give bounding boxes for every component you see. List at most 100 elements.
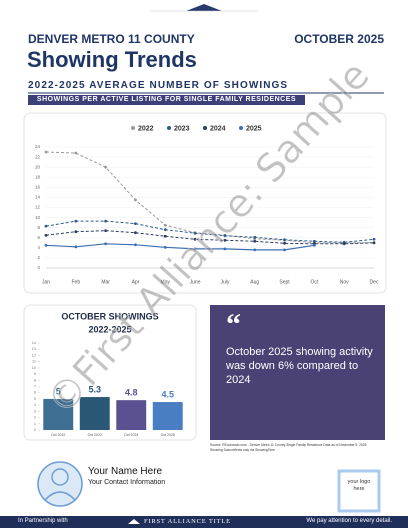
series-line <box>45 243 315 251</box>
quote-icon: “ <box>226 308 241 341</box>
y-tick-label: 24 <box>35 144 41 149</box>
agent-contact: Your Contact Information <box>88 479 166 486</box>
date: OCTOBER 2025 <box>294 32 384 46</box>
avatar <box>37 461 83 507</box>
legend-label: 2024 <box>210 125 226 132</box>
point <box>134 231 137 235</box>
y-tick-label: 5 <box>34 397 36 401</box>
point <box>163 223 167 227</box>
point <box>44 150 48 154</box>
banner <box>28 95 305 105</box>
x-tick-label: Apr <box>132 279 140 285</box>
y-tick-label: 20 <box>35 164 41 169</box>
footer-logo <box>128 519 140 524</box>
y-tick-label: 10 <box>35 215 41 220</box>
logo-placeholder: your logo here <box>347 479 371 492</box>
avatar-body <box>44 491 76 501</box>
region: DENVER METRO 11 COUNTY <box>28 32 195 46</box>
legend-swatch <box>167 126 171 130</box>
x-tick-label: Oct 2024 <box>124 433 138 437</box>
y-tick-label: 3 <box>34 409 36 413</box>
footer-partner: In Partnership with <box>18 518 68 524</box>
y-tick-label: 16 <box>35 185 41 190</box>
y-tick-label: 7 <box>34 385 36 389</box>
legend-swatch <box>239 126 243 130</box>
point <box>163 228 167 232</box>
point <box>223 234 227 238</box>
y-tick-label: 9 <box>34 372 36 376</box>
legend-swatch <box>131 126 135 130</box>
point <box>312 243 316 247</box>
x-tick-label: Sept <box>279 279 290 285</box>
bar-chart: OCTOBER SHOWINGS2022-2025012345678910111… <box>32 311 183 437</box>
y-tick-label: 8 <box>34 378 36 382</box>
point <box>283 248 286 252</box>
legend-label: 2025 <box>246 125 262 132</box>
x-tick-label: Dec <box>370 279 379 285</box>
point <box>312 239 316 243</box>
point <box>134 198 137 202</box>
point <box>193 237 197 241</box>
legend-label: 2023 <box>174 125 190 132</box>
x-tick-label: July <box>220 279 229 285</box>
y-tick-label: 1 <box>34 422 36 426</box>
footer-tagline: We pay attention to every detail. <box>306 518 392 524</box>
y-tick-label: 0 <box>34 428 36 432</box>
banner-text: SHOWINGS PER ACTIVE LISTING FOR SINGLE F… <box>36 96 297 103</box>
y-tick-label: 12 <box>32 353 36 357</box>
bar <box>152 402 183 430</box>
x-tick-label: Oct 2025 <box>161 433 175 437</box>
point <box>223 238 227 242</box>
x-tick-label: Oct 2022 <box>51 433 65 437</box>
y-tick-label: 2 <box>34 416 36 420</box>
point <box>104 242 108 246</box>
y-tick-label: 13 <box>32 347 36 351</box>
y-tick-label: 12 <box>35 205 41 210</box>
y-tick-label: 10 <box>32 366 36 370</box>
bar-title: OCTOBER SHOWINGS <box>61 311 158 321</box>
point <box>342 242 346 246</box>
source-2: Showing Data reflects only via ShowingTi… <box>210 448 275 452</box>
y-tick-label: 6 <box>34 391 36 395</box>
y-tick-label: 14 <box>35 195 41 200</box>
y-tick-label: 14 <box>32 341 36 345</box>
point <box>74 245 78 249</box>
x-tick-label: Jan <box>42 279 50 285</box>
y-tick-label: 4 <box>34 403 36 407</box>
footer-company: FIRST ALLIANCE TITLE <box>144 518 231 525</box>
x-tick-label: Feb <box>72 279 81 285</box>
y-tick-label: 18 <box>35 174 41 179</box>
point <box>44 233 48 237</box>
point <box>104 229 108 233</box>
point <box>253 239 257 243</box>
top-logo <box>186 4 222 11</box>
agent-name: Your Name Here <box>88 466 163 477</box>
point <box>253 235 257 239</box>
y-tick-label: 8 <box>37 225 40 230</box>
point <box>104 219 108 223</box>
point <box>44 243 48 247</box>
callout-box <box>210 305 385 440</box>
value-label: 4.8 <box>125 388 138 398</box>
bar <box>43 398 74 430</box>
x-tick-label: Oct <box>310 279 318 285</box>
point <box>163 234 167 238</box>
source-1: Source: REcolorado.com - Denver Metro 11… <box>210 443 367 447</box>
point <box>134 243 137 247</box>
x-tick-label: Aug <box>250 279 259 285</box>
point <box>74 151 78 155</box>
point <box>193 247 197 251</box>
point <box>283 241 286 245</box>
point <box>372 241 376 245</box>
value-label: 5.3 <box>88 384 101 394</box>
subtitle: 2022-2025 AVERAGE NUMBER OF SHOWINGS <box>28 80 289 91</box>
logo-box <box>337 469 381 513</box>
legend-label: 2022 <box>138 125 154 132</box>
bar <box>116 400 147 430</box>
point <box>372 237 376 241</box>
point <box>223 247 227 251</box>
point <box>44 224 48 228</box>
y-tick-label: 22 <box>35 154 41 159</box>
